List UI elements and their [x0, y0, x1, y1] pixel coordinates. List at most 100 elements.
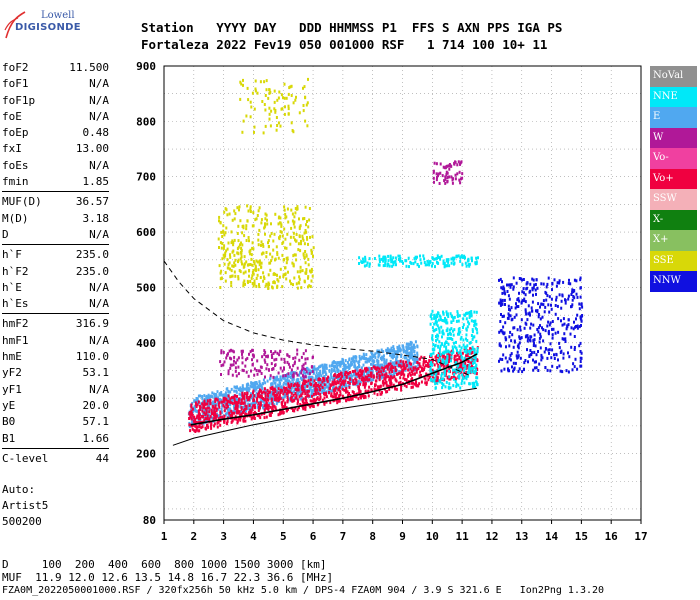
echo-point — [404, 368, 407, 372]
echo-point — [312, 393, 315, 396]
echo-point — [408, 361, 411, 365]
echo-point — [414, 255, 417, 259]
echo-point — [300, 378, 303, 382]
echo-point — [457, 383, 460, 387]
echo-point — [204, 402, 207, 406]
echo-point — [406, 361, 409, 365]
echo-point — [454, 160, 456, 164]
echo-point — [249, 395, 252, 399]
echo-point — [290, 121, 293, 125]
echo-point — [339, 393, 342, 397]
echo-point — [302, 252, 305, 256]
echo-point — [402, 348, 405, 352]
echo-point — [459, 386, 462, 390]
echo-point — [267, 96, 270, 100]
echo-point — [371, 352, 374, 356]
echo-point — [411, 370, 414, 374]
echo-point — [237, 411, 240, 415]
echo-point — [430, 360, 433, 364]
echo-point — [370, 378, 373, 382]
echo-point — [312, 254, 314, 258]
antenna-logo-icon — [4, 11, 26, 39]
echo-point — [263, 387, 266, 391]
echo-point — [475, 339, 478, 343]
echo-point — [396, 372, 398, 376]
echo-point — [206, 411, 209, 415]
echo-point — [203, 399, 206, 403]
echo-point — [222, 246, 225, 250]
echo-point — [467, 320, 470, 324]
echo-point — [433, 363, 436, 367]
echo-point — [448, 264, 451, 268]
echo-point — [292, 356, 295, 360]
echo-point — [409, 340, 412, 344]
echo-point — [251, 263, 254, 267]
echo-point — [403, 383, 406, 387]
echo-point — [546, 324, 549, 328]
param-row: yF1 N/A — [2, 382, 109, 398]
echo-point — [365, 360, 368, 364]
echo-point — [221, 257, 224, 261]
echo-point — [448, 167, 451, 171]
echo-point — [463, 255, 466, 259]
echo-point — [529, 313, 531, 317]
echo-point — [395, 368, 398, 372]
scaled-f2-trace — [190, 353, 478, 426]
echo-point — [529, 353, 532, 357]
echo-point — [527, 304, 530, 308]
echo-point — [255, 277, 258, 280]
echo-point — [256, 372, 259, 376]
echo-point — [206, 414, 209, 418]
echo-point — [435, 313, 438, 317]
echo-point — [304, 371, 307, 375]
echo-point — [393, 355, 396, 358]
echo-point — [231, 373, 234, 377]
echo-point — [283, 205, 286, 209]
echo-point — [389, 367, 392, 371]
echo-point — [444, 355, 447, 359]
echo-point — [398, 344, 401, 348]
echo-point — [357, 374, 360, 378]
echo-point — [284, 379, 287, 383]
echo-point — [504, 303, 506, 306]
echo-point — [498, 301, 501, 305]
echo-point — [547, 276, 550, 280]
echo-point — [414, 340, 417, 344]
echo-point — [579, 276, 582, 280]
echo-point — [527, 336, 530, 340]
echo-point — [260, 372, 263, 375]
echo-point — [397, 349, 400, 352]
echo-point — [229, 403, 232, 407]
echo-point — [190, 403, 193, 407]
echo-point — [289, 235, 292, 239]
x-tick-label: 5 — [280, 530, 287, 543]
echo-point — [502, 353, 505, 357]
echo-point — [279, 350, 282, 353]
echo-point — [319, 392, 322, 396]
echo-point — [275, 357, 278, 361]
echo-point — [277, 371, 280, 375]
echo-point — [303, 231, 306, 235]
echo-point — [314, 387, 317, 391]
echo-point — [339, 360, 342, 364]
echo-point — [476, 347, 479, 350]
echo-point — [438, 314, 441, 318]
echo-point — [205, 411, 208, 415]
echo-point — [196, 409, 198, 413]
echo-point — [449, 386, 452, 390]
echo-point — [425, 382, 428, 386]
echo-point — [236, 419, 239, 423]
y-tick-label: 700 — [136, 171, 156, 184]
legend-item: E — [650, 107, 697, 128]
echo-point — [253, 367, 256, 371]
echo-point — [385, 358, 388, 362]
echo-point — [199, 416, 202, 420]
echo-point — [290, 282, 293, 286]
echo-point — [193, 399, 196, 403]
echo-point — [391, 349, 393, 353]
echo-point — [341, 381, 344, 385]
echo-point — [216, 398, 219, 402]
echo-point — [254, 401, 257, 404]
echo-point — [222, 399, 225, 403]
echo-point — [294, 98, 297, 102]
